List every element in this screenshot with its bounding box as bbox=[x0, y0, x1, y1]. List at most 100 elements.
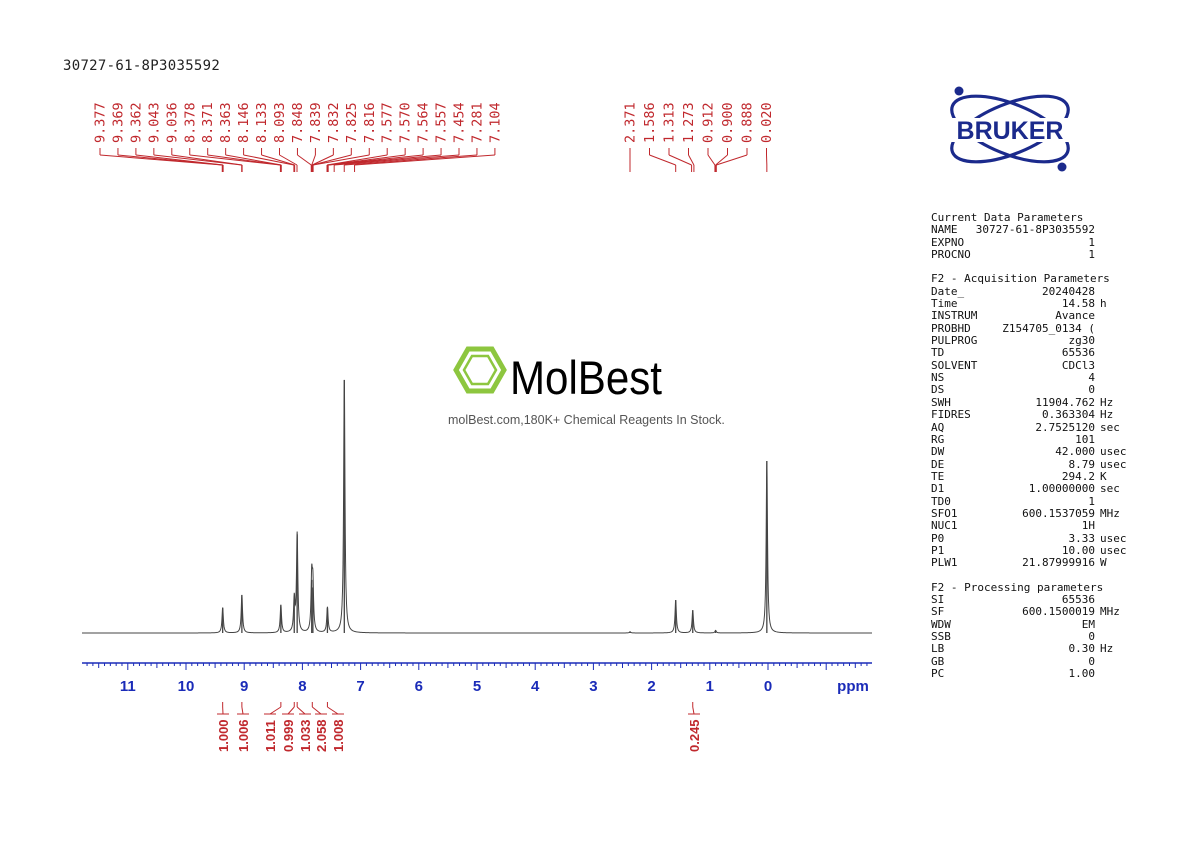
param-value: Z154705_0134 ( bbox=[1002, 321, 1095, 335]
x-tick-label: 2 bbox=[647, 678, 655, 695]
param-unit: MHz bbox=[1100, 506, 1120, 520]
param-key: TE bbox=[931, 469, 945, 483]
param-value: 3.33 bbox=[1068, 531, 1096, 545]
param-value: 2.7525120 bbox=[1035, 420, 1095, 434]
integral-label: 1.006 bbox=[236, 719, 251, 752]
param-row: PROCNO 1 bbox=[931, 248, 1131, 262]
param-value: 0 bbox=[1088, 630, 1095, 643]
param-row: P1 10.00 usec bbox=[931, 543, 1131, 557]
peak-label-leader bbox=[243, 154, 295, 166]
param-row: SFO1 600.1537059 MHz bbox=[931, 506, 1131, 520]
param-unit bbox=[1095, 668, 1131, 680]
peak-label-leader bbox=[261, 154, 295, 166]
param-key: Time bbox=[931, 297, 958, 311]
molbest-watermark: MolBest bbox=[440, 342, 750, 408]
param-key: LB bbox=[931, 642, 945, 656]
peak-label-leader bbox=[344, 154, 477, 166]
param-unit: usec bbox=[1100, 457, 1127, 471]
param-value: 600.1537059 bbox=[1022, 506, 1095, 520]
integral-group: 1.000 1.006 1.011 0.999 1.033 2.058 1.008 0.245 bbox=[216, 702, 702, 752]
param-row: INSTRUM Avance bbox=[931, 309, 1131, 323]
param-row: NS 4 bbox=[931, 371, 1131, 385]
peak-label-leader bbox=[334, 154, 460, 166]
nmr-spectrum-chart: 9.377 9.369 9.362 9.043 9.036 8.378 8.371 8.363… bbox=[82, 102, 872, 752]
peak-label-leader bbox=[207, 154, 281, 166]
integral-label: 1.011 bbox=[263, 720, 278, 752]
param-key: AQ bbox=[931, 420, 945, 434]
peak-label: 7.557 bbox=[434, 102, 450, 143]
peak-label: 8.378 bbox=[182, 102, 198, 143]
param-value: 1H bbox=[1081, 519, 1095, 533]
integral-label: 1.008 bbox=[331, 719, 346, 752]
integral-leader bbox=[269, 706, 282, 715]
param-unit bbox=[1095, 372, 1131, 384]
integral-leader bbox=[296, 706, 306, 715]
param-key: INSTRUM bbox=[931, 309, 978, 323]
peak-label: 8.146 bbox=[236, 102, 252, 143]
peak-label-leader bbox=[297, 154, 312, 166]
param-value: 1 bbox=[1088, 248, 1095, 262]
param-value: 10.00 bbox=[1061, 543, 1095, 557]
param-row: TE 294.2 K bbox=[931, 469, 1131, 483]
param-unit: W bbox=[1100, 556, 1107, 570]
param-key: P0 bbox=[931, 531, 945, 545]
param-row: PC 1.00 bbox=[931, 667, 1131, 680]
x-tick-label: 5 bbox=[473, 678, 481, 695]
param-unit bbox=[1095, 335, 1131, 347]
peak-label: 7.454 bbox=[452, 102, 468, 143]
param-value: 0 bbox=[1088, 383, 1095, 397]
integral-label: 1.033 bbox=[298, 719, 313, 752]
param-value: 0.30 bbox=[1068, 642, 1096, 656]
peak-label-leader bbox=[649, 154, 676, 166]
param-row: PULPROG zg30 bbox=[931, 334, 1131, 347]
param-value: CDCl3 bbox=[1061, 358, 1095, 372]
param-key: P1 bbox=[931, 543, 945, 557]
peak-label-leader bbox=[688, 154, 695, 166]
param-unit: Hz bbox=[1100, 408, 1114, 422]
param-unit bbox=[1095, 323, 1131, 335]
x-tick-label: 7 bbox=[356, 678, 364, 695]
param-key: PLW1 bbox=[931, 556, 958, 570]
peak-label-leader bbox=[311, 154, 316, 166]
x-tick-label: 3 bbox=[589, 678, 597, 695]
param-unit: MHz bbox=[1100, 605, 1120, 619]
peak-label: 8.093 bbox=[272, 102, 288, 143]
param-value: 294.2 bbox=[1061, 469, 1095, 483]
peak-label-leader bbox=[171, 154, 243, 166]
param-row: AQ 2.7525120 sec bbox=[931, 420, 1131, 434]
param-unit: K bbox=[1100, 469, 1107, 483]
param-value: 4 bbox=[1088, 371, 1095, 385]
param-row: TD 65536 bbox=[931, 346, 1131, 360]
param-row: SF 600.1500019 MHz bbox=[931, 605, 1131, 619]
peak-label-leader bbox=[328, 154, 442, 166]
peak-label: 7.577 bbox=[380, 102, 396, 143]
peak-label: 1.313 bbox=[662, 102, 678, 143]
param-key: WDW bbox=[931, 617, 951, 631]
x-tick-label: 1 bbox=[706, 678, 714, 695]
param-key: TD bbox=[931, 346, 945, 360]
param-value: 65536 bbox=[1061, 346, 1095, 360]
param-key: DS bbox=[931, 383, 945, 397]
param-section-title: Current Data Parameters bbox=[931, 211, 1084, 224]
param-key: PROCNO bbox=[931, 248, 971, 262]
integral-label: 2.058 bbox=[314, 719, 329, 752]
param-value: Avance bbox=[1055, 309, 1095, 323]
peak-label: 7.825 bbox=[344, 102, 360, 143]
param-key: SWH bbox=[931, 395, 951, 409]
bruker-logo: BRUKER bbox=[922, 82, 1098, 184]
integral-label: 1.000 bbox=[216, 719, 231, 752]
molbest-wordmark: MolBest bbox=[510, 351, 662, 404]
param-value: 30727-61-8P3035592 bbox=[975, 223, 1095, 237]
param-value: 1.00000000 bbox=[1028, 482, 1095, 496]
integral-leader bbox=[692, 706, 695, 715]
peak-label-leader bbox=[354, 154, 495, 166]
param-unit bbox=[1095, 384, 1131, 396]
param-section-title: F2 - Processing parameters bbox=[931, 580, 1104, 594]
peak-label: 0.020 bbox=[759, 102, 775, 143]
peak-label-leader bbox=[716, 154, 748, 166]
param-unit bbox=[1095, 520, 1131, 532]
param-row: NAME 30727-61-8P3035592 bbox=[931, 223, 1131, 237]
integral-leader bbox=[327, 706, 339, 715]
peak-label: 7.848 bbox=[290, 102, 306, 143]
param-row: P0 3.33 usec bbox=[931, 531, 1131, 545]
